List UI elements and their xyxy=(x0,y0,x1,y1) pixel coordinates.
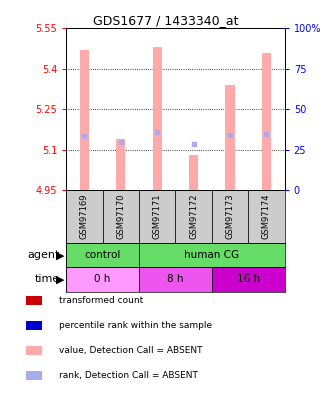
Bar xyxy=(212,190,248,243)
Text: GSM97169: GSM97169 xyxy=(80,194,89,239)
Text: percentile rank within the sample: percentile rank within the sample xyxy=(59,321,212,330)
Text: GSM97171: GSM97171 xyxy=(153,194,162,239)
Text: control: control xyxy=(84,250,121,260)
Bar xyxy=(189,155,198,190)
Text: rank, Detection Call = ABSENT: rank, Detection Call = ABSENT xyxy=(59,371,198,380)
Bar xyxy=(248,190,285,243)
Text: 8 h: 8 h xyxy=(167,275,184,284)
Text: value, Detection Call = ABSENT: value, Detection Call = ABSENT xyxy=(59,346,203,355)
Bar xyxy=(26,371,42,380)
Bar xyxy=(66,267,139,292)
Text: GDS1677 / 1433340_at: GDS1677 / 1433340_at xyxy=(93,14,238,27)
Bar xyxy=(175,190,212,243)
Text: GSM97173: GSM97173 xyxy=(225,194,235,239)
Bar xyxy=(139,267,212,292)
Bar xyxy=(139,243,285,267)
Bar xyxy=(139,190,175,243)
Bar xyxy=(66,243,139,267)
Text: GSM97174: GSM97174 xyxy=(262,194,271,239)
Text: agent: agent xyxy=(27,250,60,260)
Bar xyxy=(212,267,285,292)
Bar xyxy=(262,53,271,190)
Text: ▶: ▶ xyxy=(56,275,65,284)
Text: GSM97172: GSM97172 xyxy=(189,194,198,239)
Bar xyxy=(225,85,235,190)
Bar xyxy=(103,190,139,243)
Bar xyxy=(116,139,125,190)
Bar xyxy=(80,50,89,190)
Text: 0 h: 0 h xyxy=(94,275,111,284)
Text: GSM97170: GSM97170 xyxy=(116,194,125,239)
Text: 16 h: 16 h xyxy=(237,275,260,284)
Bar xyxy=(153,47,162,190)
Text: human CG: human CG xyxy=(184,250,239,260)
Text: ▶: ▶ xyxy=(56,250,65,260)
Bar xyxy=(66,190,103,243)
Bar xyxy=(26,346,42,355)
Bar xyxy=(26,321,42,330)
Text: time: time xyxy=(34,275,60,284)
Bar xyxy=(26,296,42,305)
Text: transformed count: transformed count xyxy=(59,296,143,305)
